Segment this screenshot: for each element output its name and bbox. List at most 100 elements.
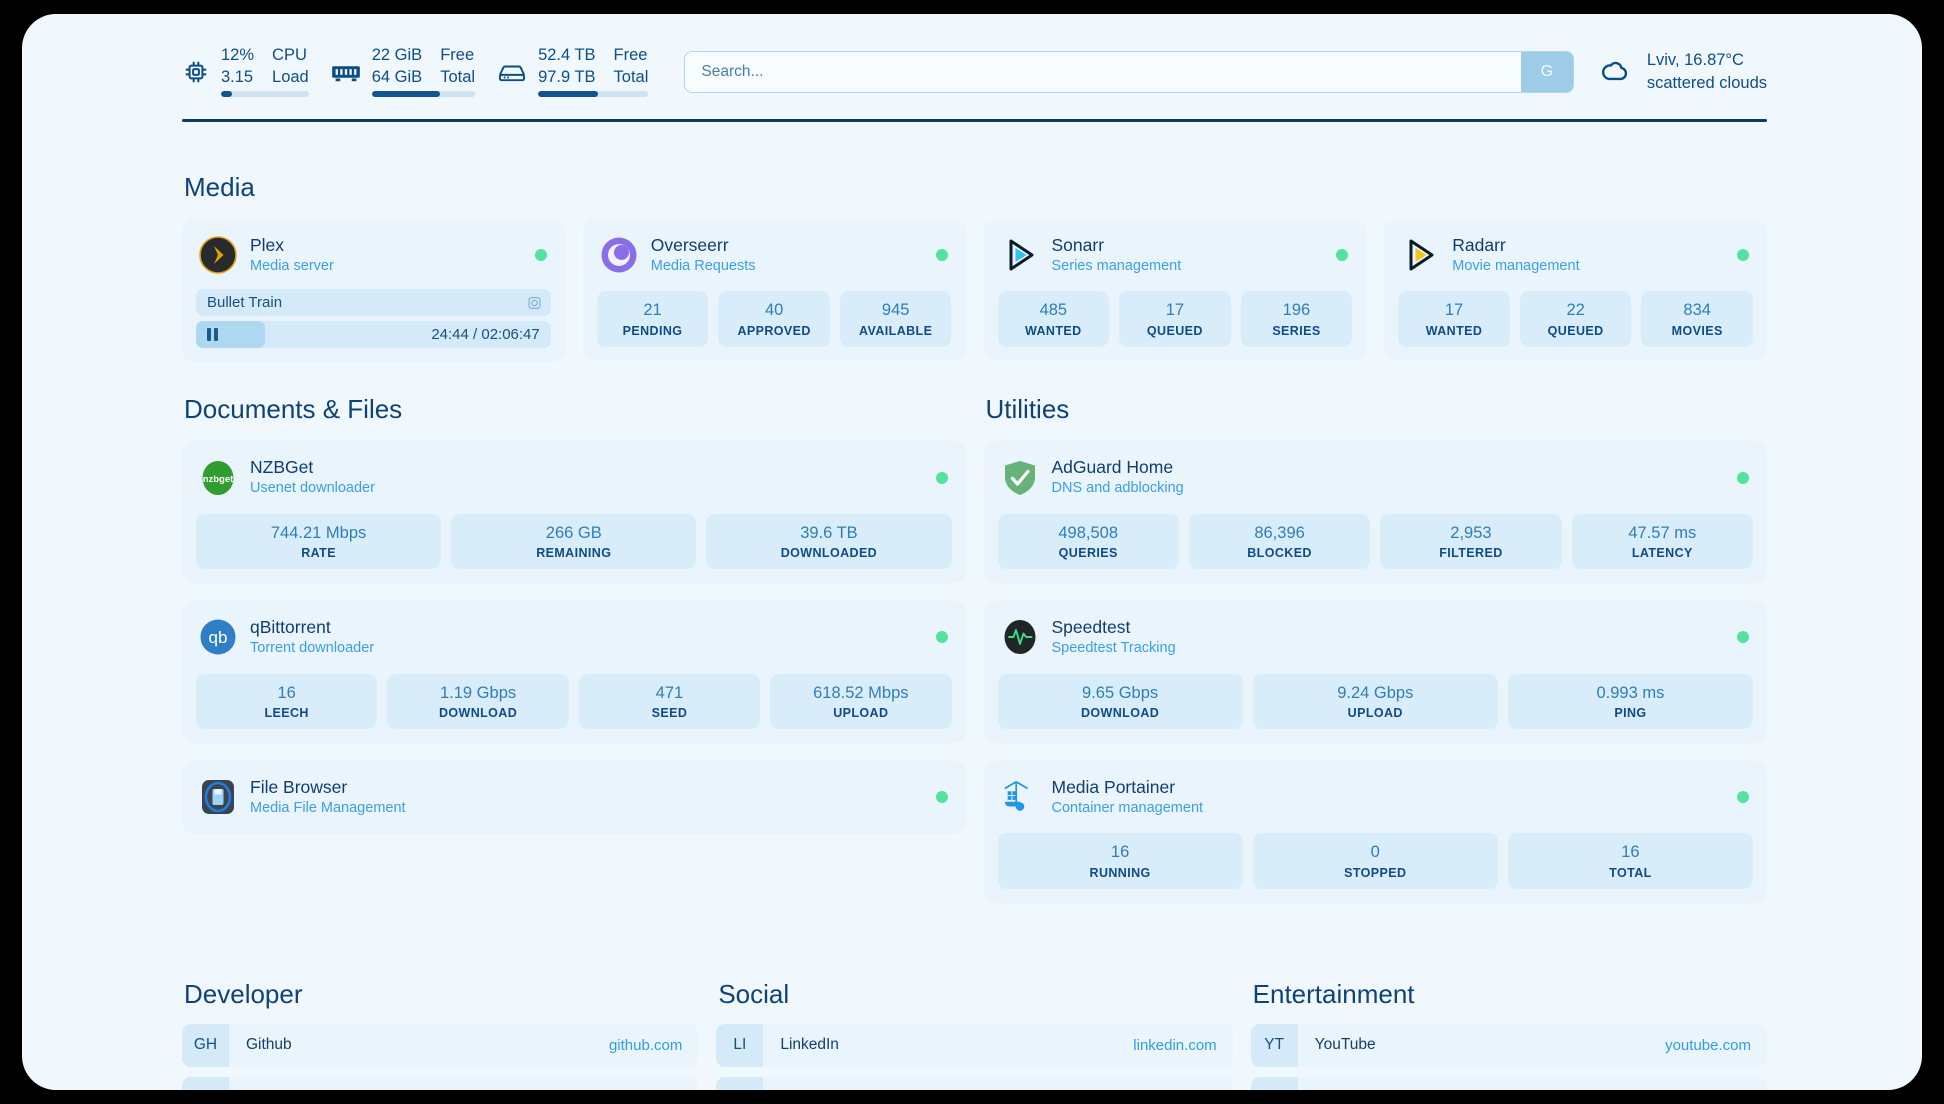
- stat-value: 9.65 Gbps: [1082, 683, 1159, 702]
- bookmark-url: twitter.com: [1145, 1077, 1233, 1091]
- playback-progress-bar[interactable]: 24:44 / 02:06:47: [196, 321, 551, 349]
- stat-label: DOWNLOAD: [438, 706, 518, 721]
- status-indicator-online: [1737, 249, 1749, 262]
- status-indicator-online: [1737, 631, 1749, 644]
- bookmark-item[interactable]: NF Netflix netflix.com: [1250, 1076, 1767, 1090]
- utilities-column: Utilities AdGuard Home DNS and adblockin…: [983, 362, 1767, 920]
- service-description: Media server: [250, 258, 334, 274]
- service-card[interactable]: qb qBittorrent Torrent downloader 16 LEE…: [182, 601, 966, 744]
- stat-tile[interactable]: 9.65 Gbps DOWNLOAD: [997, 673, 1243, 730]
- stat-value: 86,396: [1254, 523, 1305, 542]
- stat-label: QUEUED: [1146, 323, 1203, 338]
- stat-value: 2,953: [1450, 523, 1492, 542]
- stat-tile[interactable]: 266 GB REMAINING: [451, 513, 697, 570]
- service-description: Speedtest Tracking: [1051, 640, 1176, 657]
- bookmark-item[interactable]: SO StackOverflow stackoverflow.com: [182, 1076, 699, 1090]
- service-name: Media Portainer: [1051, 777, 1176, 798]
- service-description: Series management: [1051, 258, 1182, 274]
- stat-tile[interactable]: 485 WANTED: [997, 291, 1110, 347]
- stat-tile[interactable]: 0.993 ms PING: [1507, 673, 1754, 730]
- stat-tile[interactable]: 17 QUEUED: [1119, 291, 1231, 347]
- bookmark-abbr: SO: [182, 1076, 229, 1090]
- card-stats: 9.65 Gbps DOWNLOAD 9.24 Gbps UPLOAD 0.99…: [997, 673, 1754, 730]
- weather-widget: Lviv, 16.87°C scattered clouds: [1596, 50, 1767, 95]
- filebrowser-icon: [199, 778, 237, 816]
- stat-tile[interactable]: 1.19 Gbps DOWNLOAD: [387, 673, 569, 730]
- service-card[interactable]: Radarr Movie management 17 WANTED 22 QUE…: [1384, 219, 1767, 361]
- header-bar: 12% 3.15 CPU Load: [22, 40, 1922, 104]
- card-stats: 498,508 QUERIES 86,396 BLOCKED 2,953 FIL…: [997, 513, 1753, 570]
- status-indicator-online: [1737, 791, 1749, 804]
- search-submit-button[interactable]: G: [1520, 52, 1573, 92]
- disk-icon: [497, 59, 527, 85]
- bookmark-abbr: LI: [716, 1023, 764, 1067]
- service-card[interactable]: AdGuard Home DNS and adblocking 498,508 …: [983, 441, 1767, 584]
- stat-tile[interactable]: 16 LEECH: [196, 673, 378, 730]
- stat-label: QUEUED: [1547, 323, 1604, 338]
- now-playing-title-bar[interactable]: Bullet Train: [196, 289, 551, 317]
- stat-label: BLOCKED: [1247, 546, 1312, 561]
- stat-value: 834: [1683, 301, 1711, 320]
- portainer-icon: [1001, 778, 1039, 816]
- card-stats: 16 LEECH 1.19 Gbps DOWNLOAD 471 SEED 618…: [196, 673, 952, 730]
- bookmark-item[interactable]: TW Twitter twitter.com: [716, 1076, 1233, 1091]
- stat-tile[interactable]: 16 RUNNING: [997, 833, 1243, 889]
- stat-tile[interactable]: 834 MOVIES: [1641, 291, 1753, 347]
- stat-tile[interactable]: 196 SERIES: [1240, 291, 1353, 347]
- stat-label: WANTED: [1425, 323, 1483, 338]
- stat-tile[interactable]: 21 PENDING: [596, 291, 709, 347]
- service-card[interactable]: Overseerr Media Requests 21 PENDING 40 A…: [582, 219, 966, 361]
- bookmark-item[interactable]: YT YouTube youtube.com: [1250, 1023, 1767, 1067]
- weather-condition: scattered clouds: [1646, 74, 1767, 92]
- bookmark-abbr: GH: [182, 1023, 229, 1067]
- qbittorrent-icon: qb: [199, 618, 237, 656]
- stat-tile[interactable]: 9.24 Gbps UPLOAD: [1252, 673, 1498, 730]
- stat-tile[interactable]: 40 APPROVED: [718, 291, 830, 347]
- stat-tile[interactable]: 86,396 BLOCKED: [1188, 513, 1371, 570]
- service-card[interactable]: Plex Media server Bullet Train: [182, 219, 565, 363]
- stat-label: UPLOAD: [833, 706, 889, 721]
- documents-column: Documents & Files nzbget NZBGet Usenet d…: [182, 362, 966, 920]
- stat-tile[interactable]: 945 AVAILABLE: [839, 291, 952, 347]
- service-card[interactable]: File Browser Media File Management: [182, 761, 966, 835]
- stat-tile[interactable]: 2,953 FILTERED: [1380, 513, 1562, 570]
- stat-tile[interactable]: 47.57 ms LATENCY: [1571, 513, 1753, 570]
- section-title-utilities: Utilities: [985, 394, 1070, 425]
- stat-tile[interactable]: 618.52 Mbps UPLOAD: [770, 673, 952, 730]
- stat-tile[interactable]: 39.6 TB DOWNLOADED: [706, 513, 952, 570]
- bookmark-item[interactable]: GH Github github.com: [182, 1023, 699, 1067]
- cast-icon[interactable]: [527, 295, 542, 310]
- utilities-card-list: AdGuard Home DNS and adblocking 498,508 …: [983, 441, 1767, 903]
- stat-tile[interactable]: 16 TOTAL: [1507, 833, 1754, 889]
- stat-tile[interactable]: 22 QUEUED: [1519, 291, 1632, 347]
- search-bar[interactable]: G: [684, 51, 1574, 93]
- service-name: Overseerr: [650, 235, 729, 255]
- service-card[interactable]: Media Portainer Container management 16 …: [983, 761, 1767, 903]
- service-card[interactable]: nzbget NZBGet Usenet downloader 744.21 M…: [182, 441, 966, 584]
- stat-tile[interactable]: 471 SEED: [578, 673, 761, 730]
- stat-value: 498,508: [1058, 523, 1119, 542]
- bookmark-name: StackOverflow: [229, 1077, 560, 1090]
- status-indicator-online: [1336, 249, 1349, 262]
- memory-label-bottom: Total: [440, 68, 476, 86]
- bookmark-item[interactable]: LI LinkedIn linkedin.com: [716, 1023, 1233, 1067]
- stat-label: QUERIES: [1058, 546, 1118, 561]
- cloud-icon: [1596, 57, 1634, 87]
- stat-tile[interactable]: 498,508 QUERIES: [997, 513, 1179, 570]
- pause-icon[interactable]: [207, 328, 218, 342]
- memory-subvalue: 64 GiB: [371, 68, 423, 86]
- stat-tile[interactable]: 17 WANTED: [1398, 291, 1510, 347]
- search-input[interactable]: [685, 52, 1521, 92]
- stat-label: SERIES: [1272, 323, 1321, 338]
- speedtest-icon: [1001, 618, 1039, 656]
- service-card[interactable]: Speedtest Speedtest Tracking 9.65 Gbps D…: [983, 601, 1767, 744]
- stat-tile[interactable]: 0 STOPPED: [1252, 833, 1498, 889]
- bookmark-abbr: NF: [1250, 1076, 1298, 1090]
- service-card[interactable]: Sonarr Series management 485 WANTED 17 Q…: [983, 219, 1367, 361]
- stat-label: MOVIES: [1671, 323, 1723, 338]
- bookmark-abbr: YT: [1250, 1023, 1298, 1067]
- bookmark-group-title: Entertainment: [1252, 978, 1415, 1009]
- service-name: Plex: [250, 235, 285, 255]
- stat-tile[interactable]: 744.21 Mbps RATE: [196, 513, 442, 570]
- stat-label: PENDING: [622, 323, 683, 338]
